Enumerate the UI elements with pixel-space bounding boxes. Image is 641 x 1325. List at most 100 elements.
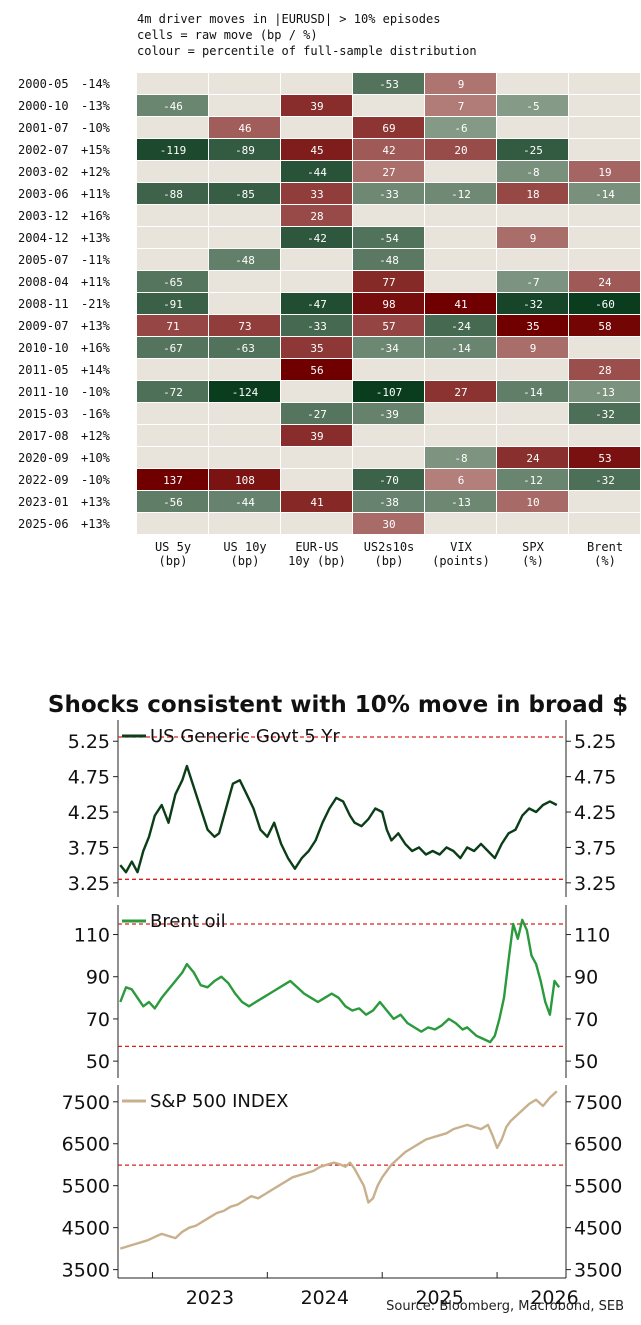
heatmap-cell bbox=[497, 183, 568, 204]
y-tick-label-right: 5.25 bbox=[574, 731, 616, 753]
y-tick-label-left: 4500 bbox=[62, 1218, 110, 1240]
heatmap-cell bbox=[569, 337, 640, 358]
heatmap-cell bbox=[425, 271, 496, 292]
heatmap-title-line: colour = percentile of full-sample distr… bbox=[137, 44, 477, 58]
heatmap-cell-value: 35 bbox=[310, 342, 323, 355]
row-date-label: 2004-12 bbox=[18, 231, 69, 245]
heatmap-cell-value: -67 bbox=[163, 342, 183, 355]
heatmap-cell-value: -85 bbox=[235, 188, 255, 201]
heatmap-cell bbox=[425, 337, 496, 358]
heatmap-cell bbox=[209, 425, 280, 446]
heatmap-cell bbox=[137, 293, 208, 314]
heatmap-row: 2001-07 -10% 46 69 -6 bbox=[18, 117, 640, 138]
heatmap-row: 2003-12 +16% 28 bbox=[18, 205, 640, 226]
y-tick-label-left: 70 bbox=[86, 1009, 110, 1031]
heatmap-cell-value: 42 bbox=[382, 144, 395, 157]
row-move-label: +16% bbox=[81, 209, 111, 223]
heatmap-cell bbox=[353, 469, 424, 490]
heatmap-cell bbox=[137, 381, 208, 402]
heatmap-cell-value: -54 bbox=[379, 232, 399, 245]
y-tick-label-right: 90 bbox=[574, 967, 598, 989]
column-unit: (points) bbox=[432, 554, 490, 568]
heatmap-cell bbox=[425, 315, 496, 336]
heatmap-row: 2003-02 +12% -44 27 -8 19 bbox=[18, 161, 640, 182]
row-move-label: -13% bbox=[81, 99, 111, 113]
heatmap-cell bbox=[425, 117, 496, 138]
heatmap-cell bbox=[209, 315, 280, 336]
heatmap-cell-value: -8 bbox=[454, 452, 467, 465]
heatmap-row: 2008-04 +11% -65 77 -7 24 bbox=[18, 271, 640, 292]
heatmap-cell-value: -89 bbox=[235, 144, 255, 157]
heatmap-cell-value: 24 bbox=[598, 276, 612, 289]
row-move-label: +11% bbox=[81, 275, 111, 289]
heatmap-cell bbox=[353, 293, 424, 314]
heatmap-cell-value: 30 bbox=[382, 518, 395, 531]
heatmap-cell-value: -7 bbox=[526, 276, 539, 289]
heatmap-cell-value: -38 bbox=[379, 496, 399, 509]
heatmap-cell bbox=[353, 271, 424, 292]
heatmap-cell-value: 108 bbox=[235, 474, 255, 487]
heatmap-cell bbox=[569, 513, 640, 534]
heatmap-cell bbox=[497, 227, 568, 248]
heatmap-cell-value: -124 bbox=[232, 386, 259, 399]
heatmap-cell-value: -88 bbox=[163, 188, 183, 201]
y-tick-label-left: 90 bbox=[86, 967, 110, 989]
heatmap-cell bbox=[497, 161, 568, 182]
heatmap-cell-value: -12 bbox=[523, 474, 543, 487]
heatmap-cell bbox=[281, 425, 352, 446]
heatmap-cell bbox=[569, 117, 640, 138]
x-tick-label: 2025 bbox=[415, 1287, 463, 1309]
column-unit: (bp) bbox=[231, 554, 260, 568]
heatmap-cell bbox=[137, 425, 208, 446]
y-tick-label-right: 3.75 bbox=[574, 837, 616, 859]
heatmap-cell-value: -13 bbox=[595, 386, 615, 399]
heatmap-cell bbox=[497, 337, 568, 358]
heatmap-cell bbox=[209, 249, 280, 270]
heatmap-cell bbox=[209, 337, 280, 358]
heatmap-row: 2023-01 +13% -56 -44 41 -38 -13 10 bbox=[18, 491, 640, 512]
heatmap-cell-value: -32 bbox=[595, 408, 615, 421]
heatmap-cell-value: 33 bbox=[310, 188, 323, 201]
heatmap-cell bbox=[569, 205, 640, 226]
heatmap-cell-value: 39 bbox=[310, 100, 323, 113]
line-chart-panels: 5.25 5.25 4.75 4.75 4.25 4.25 3.75 3.75 3.25 3.25… bbox=[62, 720, 622, 1282]
column-unit: (bp) bbox=[159, 554, 188, 568]
heatmap-title-line: 4m driver moves in |EURUSD| > 10% episod… bbox=[137, 12, 440, 26]
heatmap-cell bbox=[209, 161, 280, 182]
heatmap-cell-value: 69 bbox=[382, 122, 395, 135]
heatmap-cell bbox=[569, 359, 640, 380]
heatmap-cell bbox=[209, 513, 280, 534]
row-move-label: +15% bbox=[81, 143, 111, 157]
row-date-label: 2001-07 bbox=[18, 121, 69, 135]
heatmap-cell bbox=[209, 359, 280, 380]
heatmap-cell bbox=[281, 183, 352, 204]
heatmap-cell bbox=[569, 293, 640, 314]
heatmap-cell-value: -53 bbox=[379, 78, 399, 91]
heatmap-cell bbox=[497, 359, 568, 380]
heatmap-cell-value: 98 bbox=[382, 298, 395, 311]
heatmap-cell bbox=[497, 139, 568, 160]
heatmap-cell bbox=[425, 381, 496, 402]
heatmap-cell-value: -8 bbox=[526, 166, 539, 179]
heatmap-cell bbox=[281, 249, 352, 270]
heatmap-cell bbox=[281, 293, 352, 314]
heatmap-cell-value: 20 bbox=[454, 144, 467, 157]
heatmap-cell-value: -44 bbox=[235, 496, 255, 509]
heatmap-row: 2008-11 -21% -91 -47 98 41 -32 -60 bbox=[18, 293, 640, 314]
heatmap-cell bbox=[353, 183, 424, 204]
column-unit: (%) bbox=[594, 554, 616, 568]
row-date-label: 2015-03 bbox=[18, 407, 69, 421]
heatmap-cell bbox=[137, 183, 208, 204]
heatmap-cell bbox=[569, 425, 640, 446]
heatmap-cell bbox=[425, 183, 496, 204]
heatmap-cell bbox=[209, 227, 280, 248]
column-name: US2s10s bbox=[364, 540, 415, 554]
heatmap-cell bbox=[497, 271, 568, 292]
row-move-label: +14% bbox=[81, 363, 111, 377]
row-move-label: +12% bbox=[81, 165, 111, 179]
heatmap-row: 2011-10 -10% -72 -124 -107 27 -14 -13 bbox=[18, 381, 640, 402]
heatmap-grid: 2000-05 -14% -53 9 2000-10 -13% -46 39 7 -5 2001-0… bbox=[18, 73, 640, 534]
row-date-label: 2008-04 bbox=[18, 275, 69, 289]
heatmap-cell bbox=[425, 73, 496, 94]
heatmap-cell bbox=[137, 513, 208, 534]
